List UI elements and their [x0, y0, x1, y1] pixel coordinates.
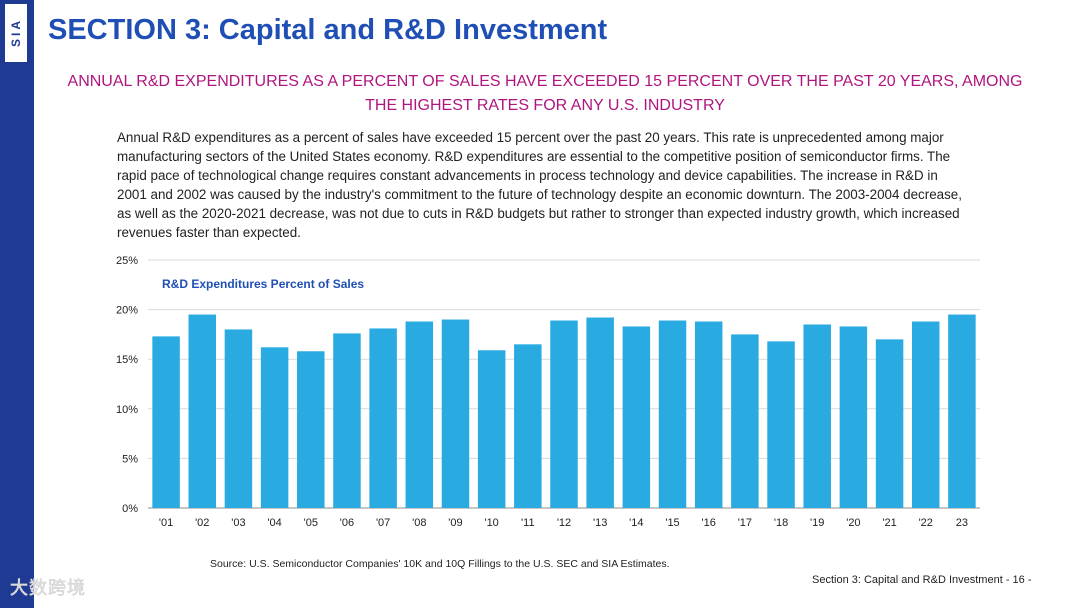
y-tick-label: 10% — [116, 404, 138, 416]
x-tick-label: '09 — [448, 517, 462, 529]
x-tick-label: '16 — [702, 517, 716, 529]
rd-expenditure-chart: 0%5%10%15%20%25% '01'02'03'04'05'06'07'0… — [116, 255, 980, 529]
bar-18 — [767, 341, 795, 508]
bar-06 — [333, 333, 361, 508]
x-tick-label: '18 — [774, 517, 788, 529]
bar-04 — [260, 347, 289, 508]
bar-03 — [224, 329, 253, 508]
bar-21 — [875, 339, 904, 508]
x-axis-ticks: '01 '02 '03 '04 '05 '06 '07 '08 '09 '10 '11 '12 '13 '… — [159, 517, 968, 529]
bar-20 — [839, 326, 868, 508]
bar-10 — [477, 350, 506, 508]
watermark: 大数跨境 — [10, 578, 86, 598]
bar-09 — [441, 319, 470, 508]
bar-14 — [622, 326, 651, 508]
y-tick-label: 0% — [122, 503, 138, 515]
x-tick-label: '03 — [231, 517, 245, 529]
description-paragraph: Annual R&D expenditures as a percent of … — [117, 130, 962, 240]
y-tick-label: 5% — [122, 453, 138, 465]
x-tick-label: '22 — [919, 517, 933, 529]
x-tick-label: '17 — [738, 517, 752, 529]
y-tick-label: 25% — [116, 255, 138, 267]
x-tick-label: '19 — [810, 517, 824, 529]
bar-11 — [514, 344, 542, 508]
source-note: Source: U.S. Semiconductor Companies' 10… — [210, 558, 670, 570]
page-footer: Section 3: Capital and R&D Investment - … — [812, 574, 1032, 586]
x-tick-label: '15 — [665, 517, 679, 529]
chart-title: R&D Expenditures Percent of Sales — [162, 277, 364, 291]
x-tick-label: '04 — [267, 517, 281, 529]
bar-22 — [911, 321, 940, 508]
bar-05 — [297, 351, 325, 508]
bar-15 — [658, 320, 687, 508]
bar-16 — [694, 321, 723, 508]
sia-logo: SIA — [5, 4, 27, 62]
bar-17 — [731, 334, 759, 508]
bar-01 — [152, 336, 180, 508]
y-tick-label: 15% — [116, 354, 138, 366]
x-tick-label: '06 — [340, 517, 354, 529]
chart-bars — [152, 314, 976, 508]
y-axis-ticks: 0% 5% 10% 15% 20% 25% — [116, 255, 138, 515]
x-tick-label: '14 — [629, 517, 643, 529]
bar-12 — [550, 320, 578, 508]
x-tick-label: '13 — [593, 517, 607, 529]
x-tick-label: '01 — [159, 517, 173, 529]
x-tick-label: '10 — [484, 517, 498, 529]
x-tick-label: '11 — [521, 517, 535, 529]
x-tick-label: '12 — [557, 517, 571, 529]
bar-13 — [586, 317, 614, 508]
page-subtitle: ANNUAL R&D EXPENDITURES AS A PERCENT OF … — [67, 73, 1023, 114]
page-title: SECTION 3: Capital and R&D Investment — [48, 14, 608, 46]
bar-19 — [803, 324, 831, 508]
x-tick-label: 23 — [956, 517, 968, 529]
x-tick-label: '07 — [376, 517, 390, 529]
bar-23 — [948, 314, 976, 508]
x-tick-label: '02 — [195, 517, 209, 529]
y-tick-label: 20% — [116, 305, 138, 317]
bar-08 — [405, 321, 434, 508]
x-tick-label: '20 — [846, 517, 860, 529]
x-tick-label: '05 — [304, 517, 318, 529]
x-tick-label: '08 — [412, 517, 426, 529]
bar-07 — [369, 328, 397, 508]
x-tick-label: '21 — [882, 517, 896, 529]
bar-02 — [188, 314, 217, 508]
sidebar-stripe: SIA — [0, 0, 34, 608]
